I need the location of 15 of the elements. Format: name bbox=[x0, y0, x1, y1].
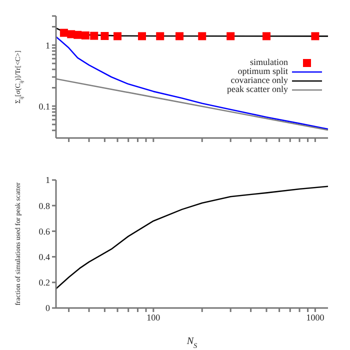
y-tick-label: 0 bbox=[46, 303, 50, 314]
y-tick-label: 0.4 bbox=[38, 252, 50, 262]
y-tick-label: 0.2 bbox=[38, 278, 50, 288]
legend-label: covariance only bbox=[230, 75, 288, 85]
y-tick-label: 0.8 bbox=[38, 200, 50, 211]
x-tick-label: 100 bbox=[146, 312, 161, 322]
y-tick-label: 1 bbox=[46, 175, 50, 186]
legend-label: simulation bbox=[250, 57, 288, 67]
y-tick-label: 1 bbox=[46, 40, 50, 50]
y-tick-label: 0.6 bbox=[38, 226, 50, 236]
x-tick-label: 1000 bbox=[306, 312, 325, 322]
x-axis-title: N$_{S}$ bbox=[186, 336, 198, 350]
legend-label: peak scatter only bbox=[227, 84, 288, 94]
y-tick-label: 0.1 bbox=[38, 101, 50, 112]
legend-label: optimum split bbox=[238, 66, 288, 76]
